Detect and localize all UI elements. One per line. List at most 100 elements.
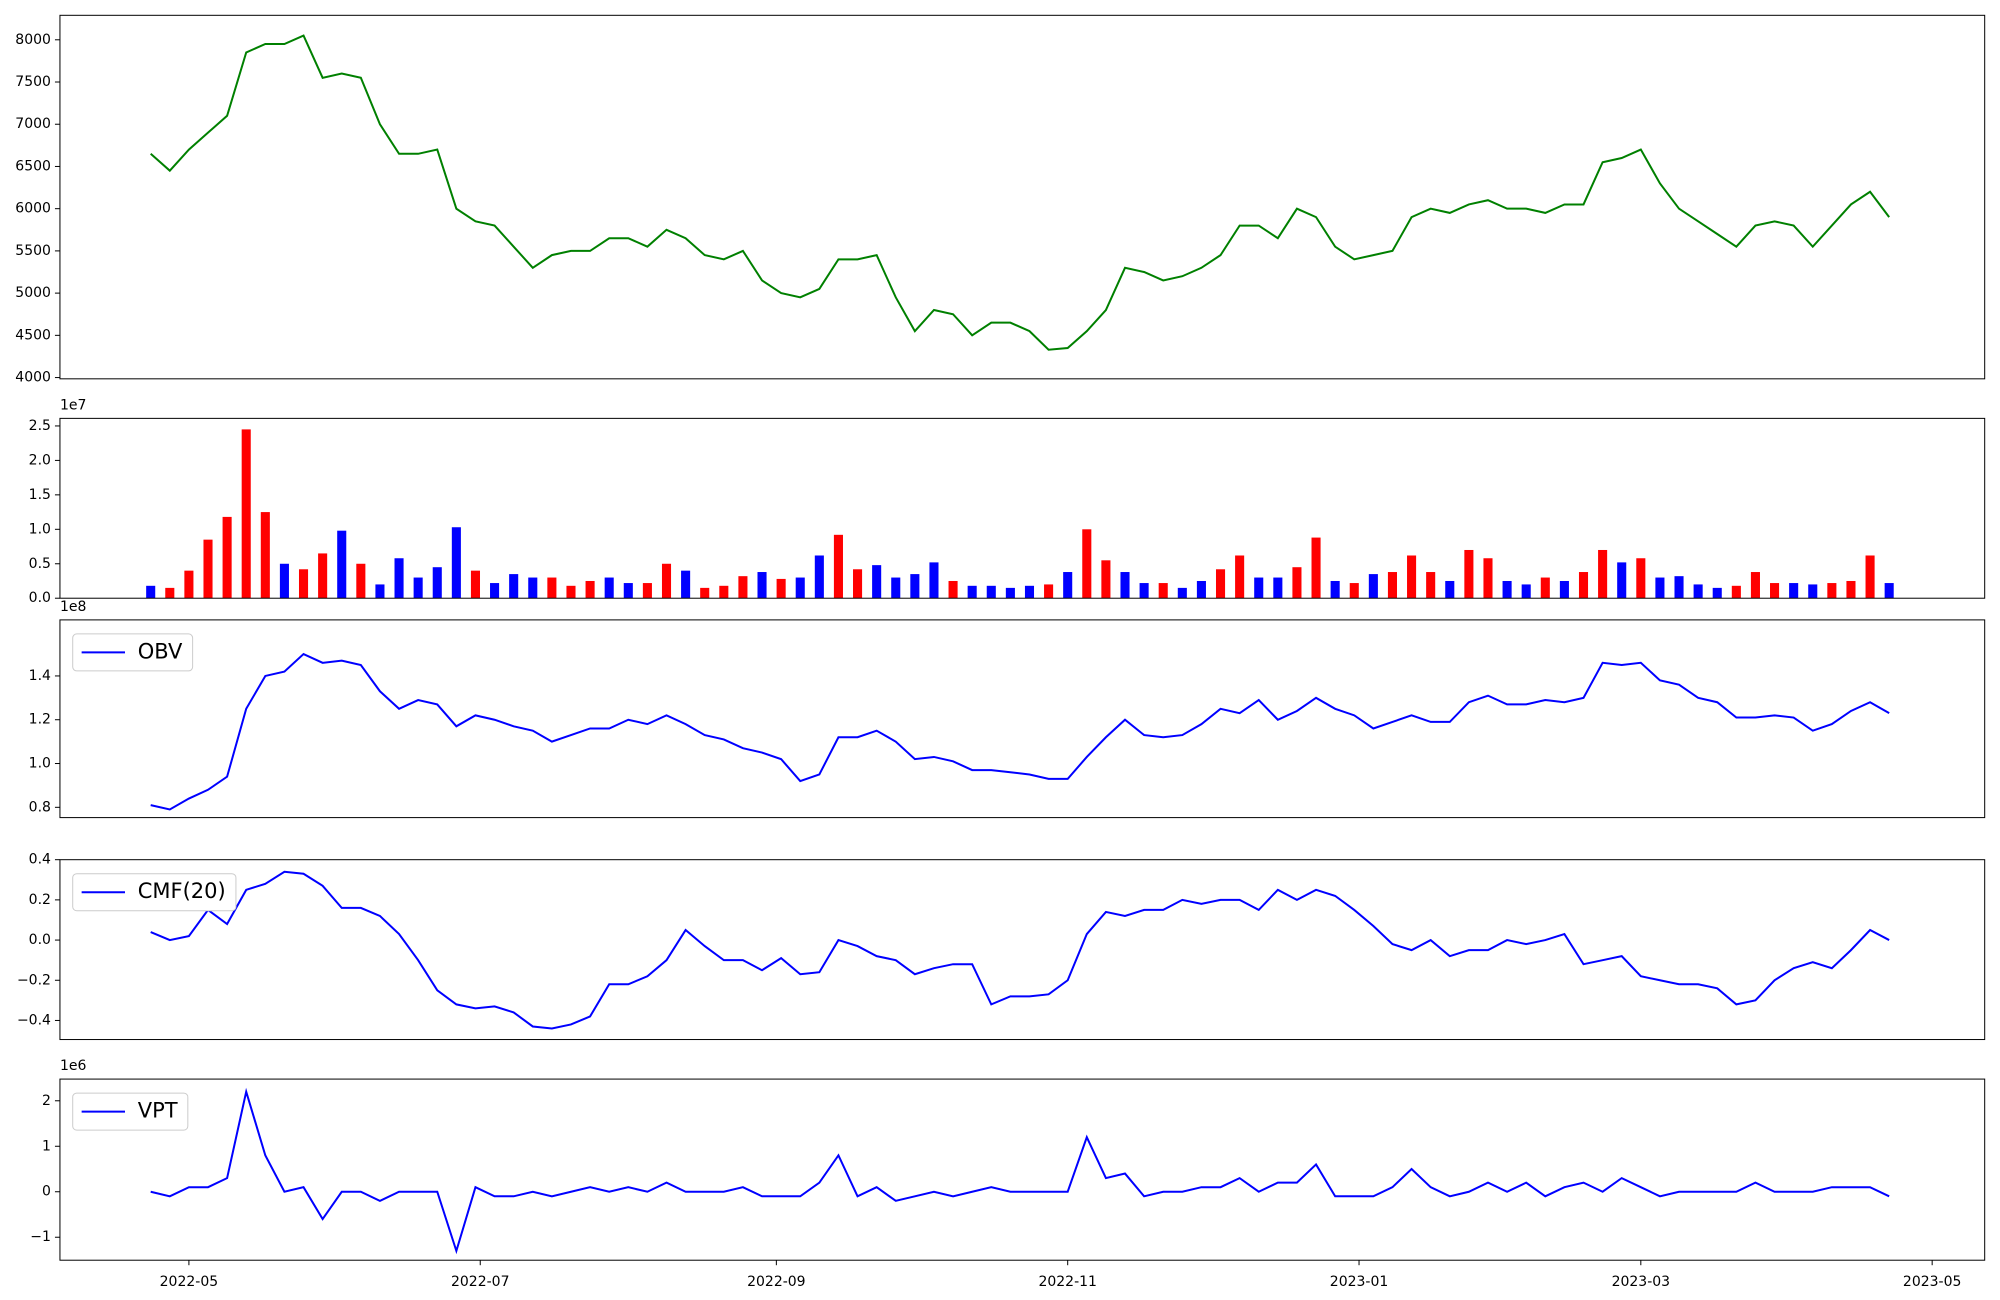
volume-bar — [1235, 555, 1245, 599]
volume-bar — [547, 577, 557, 599]
volume-bar — [776, 578, 786, 599]
volume-bar — [1846, 580, 1856, 599]
volume-bar — [1674, 576, 1684, 599]
volume-bar — [623, 583, 633, 599]
volume-bar — [1712, 587, 1722, 599]
volume-bar — [1617, 562, 1627, 599]
axes-frame — [59, 859, 1986, 1041]
volume-bar — [795, 577, 805, 599]
volume-bar — [279, 563, 289, 599]
volume-bar — [1273, 577, 1283, 599]
axis-offset-text: 1e6 — [60, 1058, 87, 1074]
y-tick-label: 2 — [42, 1093, 51, 1109]
x-tick-label: 2022-11 — [1038, 1274, 1097, 1290]
y-tick-label: 4500 — [15, 327, 51, 343]
x-tick-label: 2022-09 — [747, 1274, 806, 1290]
volume-bar — [356, 563, 366, 599]
volume-bar — [1884, 583, 1894, 599]
legend-label: VPT — [138, 1099, 178, 1123]
volume-bar — [1827, 583, 1837, 599]
volume-bar — [1292, 567, 1302, 599]
plot-area — [146, 429, 1894, 599]
volume-bar — [1598, 549, 1608, 599]
volume-bar — [833, 534, 843, 599]
volume-bar — [1196, 580, 1206, 599]
y-tick-label: 1.4 — [29, 668, 51, 684]
volume-bar — [566, 585, 576, 599]
volume-bar — [1693, 584, 1703, 599]
volume-bar — [1330, 580, 1340, 599]
axes-frame — [59, 1078, 1986, 1261]
volume-bar — [490, 583, 500, 599]
volume-bar — [681, 570, 691, 599]
volume-bar — [318, 553, 328, 599]
legend-box — [72, 633, 194, 672]
y-tick-label: 5500 — [15, 243, 51, 259]
volume-bar — [528, 577, 538, 599]
y-tick-label: 2.5 — [29, 418, 51, 434]
indicator-line — [150, 1087, 1890, 1255]
volume-bar — [1349, 583, 1359, 599]
y-tick-label: 1 — [42, 1138, 51, 1154]
volume-bar — [222, 516, 232, 599]
volume-bar — [413, 577, 423, 599]
volume-bar — [394, 558, 404, 599]
y-tick-label: 0.5 — [29, 556, 51, 572]
volume-bar — [1215, 569, 1226, 599]
y-tick-label: −0.2 — [17, 972, 51, 988]
volume-bar — [738, 576, 748, 599]
volume-bar — [948, 580, 958, 599]
volume-bar — [1770, 583, 1780, 599]
x-tick-label: 2023-05 — [1903, 1274, 1962, 1290]
volume-bar — [814, 555, 824, 599]
volume-bar — [910, 574, 920, 599]
volume-bar — [1636, 558, 1646, 599]
y-tick-label: 1.5 — [29, 487, 51, 503]
volume-bar — [891, 577, 901, 599]
y-tick-label: 1.0 — [29, 756, 51, 772]
volume-bar — [700, 587, 710, 599]
volume-bar — [872, 565, 882, 599]
y-tick-label: 0.4 — [29, 852, 51, 868]
volume-bar — [1750, 572, 1760, 599]
plot-area — [150, 1087, 1890, 1255]
volume-bar — [260, 512, 270, 599]
volume-bar — [509, 574, 519, 599]
indicator-line — [150, 870, 1890, 1030]
volume-bar — [1445, 580, 1455, 599]
volume-bar — [1139, 583, 1149, 599]
volume-bar — [1368, 574, 1378, 599]
volume-bar — [375, 584, 385, 599]
y-tick-label: 8000 — [15, 32, 51, 48]
y-tick-label: 1.0 — [29, 521, 51, 537]
legend-label: CMF(20) — [138, 879, 226, 903]
y-tick-label: 0.2 — [29, 892, 51, 908]
volume-bar — [1311, 537, 1321, 599]
volume-bar — [146, 585, 156, 599]
plot-area — [150, 652, 1890, 811]
plot-area — [150, 34, 1890, 351]
y-tick-label: 6500 — [15, 158, 51, 174]
axes-frame — [59, 619, 1986, 819]
volume-bar — [642, 583, 652, 599]
volume-bar — [184, 570, 194, 599]
volume-bar — [1101, 560, 1111, 599]
legend: CMF(20) — [72, 873, 237, 912]
volume-bar — [1578, 572, 1589, 599]
volume-bar — [1559, 580, 1569, 599]
volume-bar — [1464, 549, 1474, 599]
volume-bar — [1540, 577, 1550, 599]
axis-offset-text: 1e8 — [60, 599, 86, 615]
volume-bar — [1483, 558, 1493, 599]
y-tick-label: 0.0 — [29, 932, 51, 948]
volume-bar — [1254, 577, 1264, 599]
x-tick-label: 2023-01 — [1330, 1274, 1389, 1290]
volume-bar — [432, 567, 442, 599]
volume-bar — [1426, 572, 1436, 599]
plot-area — [150, 870, 1890, 1030]
volume-bar — [298, 569, 309, 599]
volume-bar — [661, 563, 672, 599]
volume-bar — [1655, 577, 1665, 599]
axes-frame — [59, 14, 1986, 380]
